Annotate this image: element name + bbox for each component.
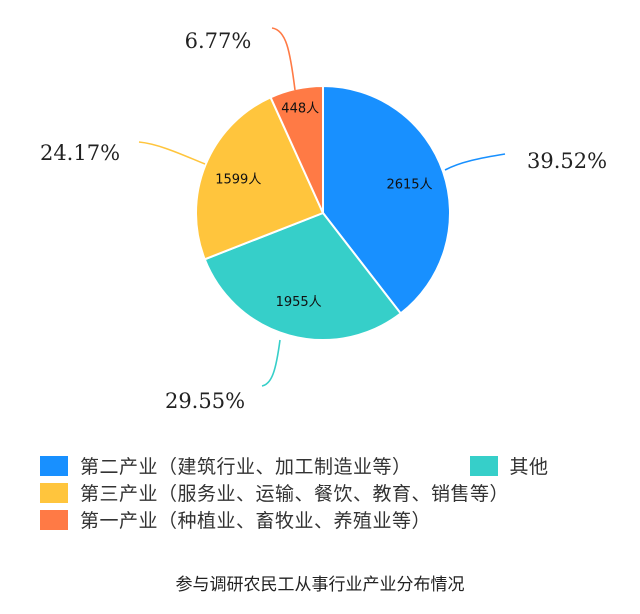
leader-line-tertiary-industry [138, 141, 206, 165]
slice-percent-label-tertiary-industry: 24.17% [40, 141, 120, 165]
legend-swatch-other[interactable] [469, 455, 498, 476]
pie-slice-secondary-industry[interactable] [322, 84, 451, 315]
pie-slice-tertiary-industry[interactable] [195, 95, 325, 261]
legend-swatch-primary-industry[interactable] [40, 509, 68, 530]
leader-line-primary-industry [271, 27, 296, 91]
legend-swatch-tertiary-industry[interactable] [40, 482, 68, 503]
legend-swatch-secondary-industry[interactable] [40, 455, 68, 476]
legend-row-2: 第三产业（服务业、运输、餐饮、教育、销售等） [40, 479, 640, 506]
slice-percent-label-primary-industry: 6.77% [185, 29, 252, 53]
legend-row-3: 第一产业（种植业、畜牧业、养殖业等） [40, 506, 640, 533]
pie-chart: 2615人 39.52% 1955人 29.55% 1599人 24.17% 448人 6.7… [40, 27, 607, 413]
pie-slice-primary-industry[interactable] [269, 84, 324, 214]
legend-label-secondary-industry[interactable]: 第二产业（建筑行业、加工制造业等） [80, 456, 412, 478]
slice-count-label-primary-industry: 448人 [281, 101, 319, 116]
legend: 第二产业（建筑行业、加工制造业等） 其他 第三产业（服务业、运输、餐饮、教育、销… [40, 452, 640, 533]
pie-slices [195, 84, 451, 341]
legend-label-primary-industry[interactable]: 第一产业（种植业、畜牧业、养殖业等） [80, 510, 432, 532]
legend-label-other[interactable]: 其他 [509, 456, 549, 478]
slice-labels: 2615人 39.52% 1955人 29.55% 1599人 24.17% 448人 6.7… [40, 29, 607, 413]
pie-slice-other[interactable] [203, 211, 403, 341]
slice-count-label-secondary-industry: 2615人 [386, 177, 432, 192]
legend-row-1: 第二产业（建筑行业、加工制造业等） 其他 [40, 452, 640, 479]
legend-label-tertiary-industry[interactable]: 第三产业（服务业、运输、餐饮、教育、销售等） [80, 483, 510, 505]
slice-percent-label-other: 29.55% [165, 389, 245, 413]
slice-count-label-other: 1955人 [276, 295, 322, 310]
slice-percent-label-secondary-industry: 39.52% [527, 149, 607, 173]
slice-count-label-tertiary-industry: 1599人 [215, 173, 261, 188]
leader-line-secondary-industry [444, 153, 506, 171]
chart-title: 参与调研农民工从事行业产业分布情况 [175, 575, 465, 595]
leader-lines [138, 27, 506, 387]
leader-line-other [261, 339, 281, 387]
